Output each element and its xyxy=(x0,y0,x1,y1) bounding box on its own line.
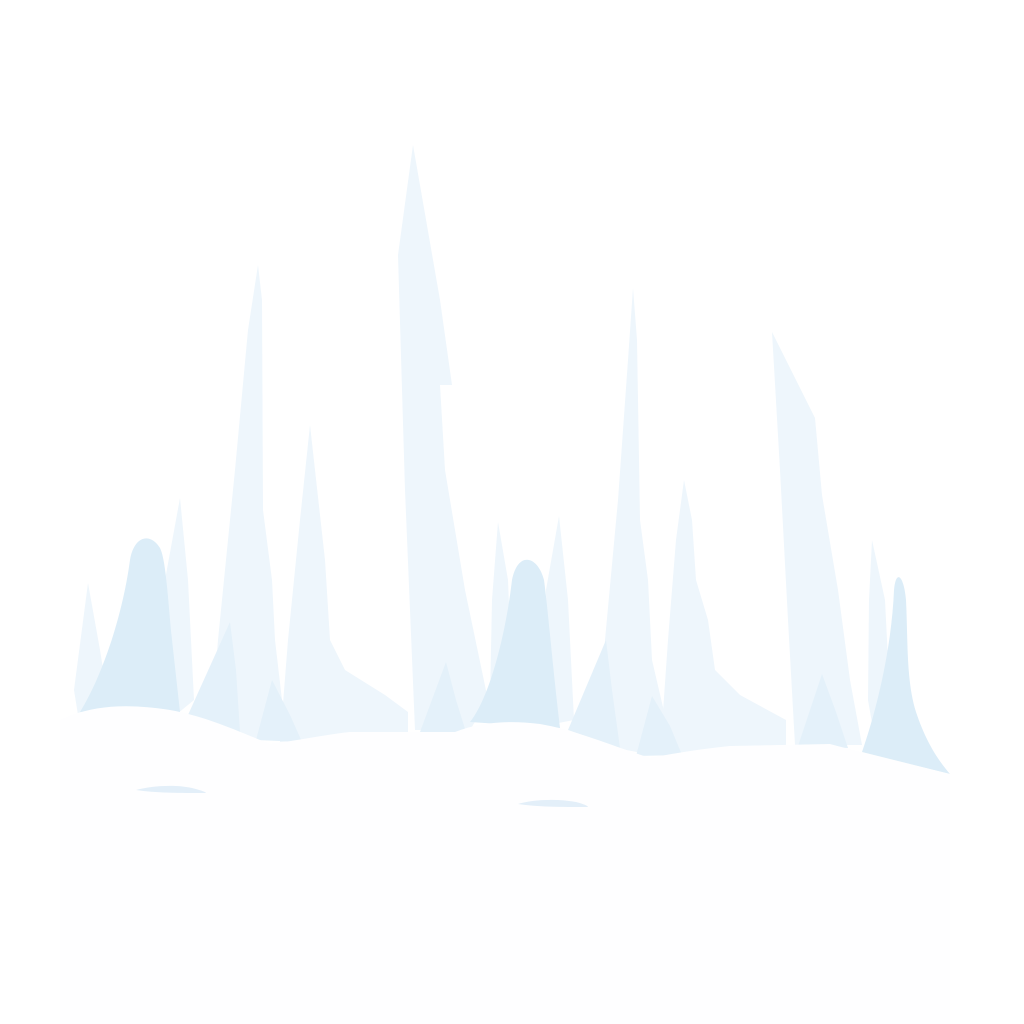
ice-dome-right xyxy=(862,577,950,774)
ice-shard-right-b xyxy=(798,674,848,748)
ice-spire-right-tall xyxy=(600,288,666,755)
ice-spire-left-tall xyxy=(210,265,282,740)
ice-shard-left-a xyxy=(188,622,240,732)
ice-spire-left-mid xyxy=(280,425,408,742)
ice-dome-left xyxy=(80,538,180,712)
back-ice-spires xyxy=(74,145,890,755)
snow-shadow-left xyxy=(136,785,206,793)
ice-shard-left-b xyxy=(256,680,302,742)
front-ice-formations xyxy=(80,538,950,774)
ice-spire-tallest xyxy=(398,145,488,730)
snow-mound xyxy=(60,706,950,1024)
ice-dome-center xyxy=(470,559,560,728)
ice-shard-right-a xyxy=(636,696,682,756)
snow-shadows xyxy=(136,785,588,807)
ice-spire-far-right-tall xyxy=(772,332,862,745)
ice-shard-center-a xyxy=(420,662,466,732)
snow-shadow-center xyxy=(518,799,588,807)
ice-spire-right-mid xyxy=(660,480,786,755)
ice-shard-center-b xyxy=(568,640,620,748)
